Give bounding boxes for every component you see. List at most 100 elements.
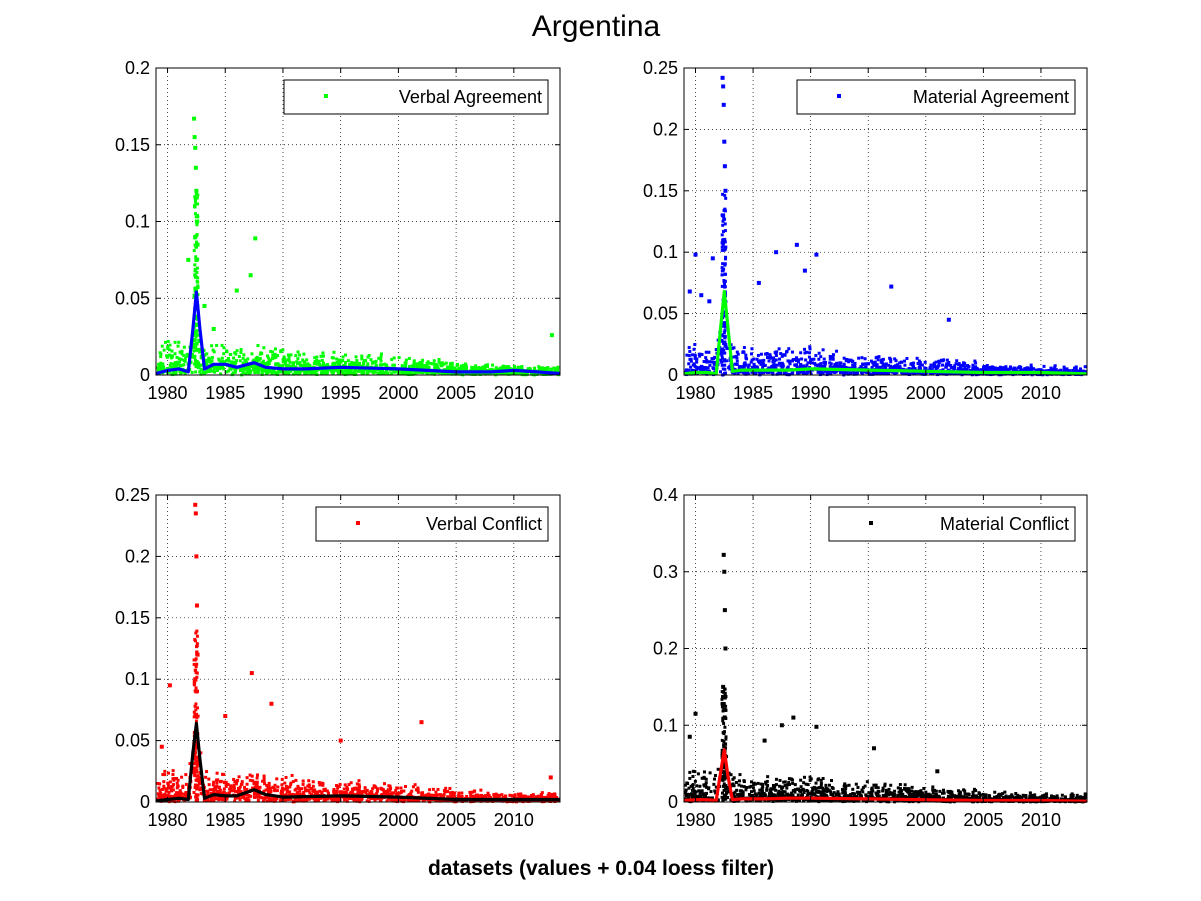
data-point <box>450 790 454 794</box>
data-point <box>386 793 390 797</box>
data-point <box>209 796 213 800</box>
data-point <box>1006 368 1010 372</box>
data-point <box>766 783 770 787</box>
data-point <box>803 775 807 779</box>
data-point <box>867 371 871 375</box>
data-point <box>185 352 189 356</box>
x-tick-label: 1990 <box>791 383 831 403</box>
data-point <box>178 370 182 374</box>
data-point <box>1002 366 1006 370</box>
data-point <box>722 164 727 169</box>
data-point <box>222 360 226 364</box>
data-point <box>324 371 328 375</box>
data-point <box>262 789 266 793</box>
data-point <box>539 793 543 797</box>
data-point <box>724 342 728 346</box>
data-point <box>320 368 324 372</box>
data-point <box>932 365 936 369</box>
data-point <box>186 257 191 262</box>
data-point <box>219 372 223 376</box>
data-point <box>292 361 296 365</box>
data-point <box>432 362 436 366</box>
data-point <box>799 778 803 782</box>
data-point <box>266 795 270 799</box>
data-point <box>247 793 251 797</box>
legend-box <box>796 79 1076 115</box>
data-point <box>381 371 385 375</box>
data-point <box>263 782 267 786</box>
data-point <box>181 786 185 790</box>
data-point <box>200 363 204 367</box>
data-point <box>973 359 977 363</box>
data-point <box>835 349 839 353</box>
data-point <box>204 775 208 779</box>
data-point <box>528 367 532 371</box>
data-point <box>510 371 514 375</box>
data-point <box>338 360 342 364</box>
data-point <box>828 365 832 369</box>
data-point <box>192 135 197 140</box>
data-point <box>721 223 725 227</box>
data-point <box>354 368 358 372</box>
data-point <box>170 355 174 359</box>
data-point <box>196 763 200 767</box>
data-point <box>442 788 446 792</box>
data-point <box>195 270 199 274</box>
data-point <box>388 792 392 796</box>
data-point <box>402 371 406 375</box>
data-point <box>195 634 199 638</box>
data-point <box>693 252 698 257</box>
data-point <box>159 355 163 359</box>
data-point <box>860 372 864 376</box>
data-point <box>162 367 166 371</box>
data-point <box>294 799 298 803</box>
data-point <box>156 366 160 370</box>
data-point <box>294 370 298 374</box>
data-point <box>370 790 374 794</box>
data-point <box>404 358 408 362</box>
data-point <box>391 363 395 367</box>
data-point <box>164 787 168 791</box>
y-tick-label: 0.2 <box>653 119 678 139</box>
data-point <box>755 357 759 361</box>
data-point <box>396 786 400 790</box>
data-point <box>193 362 197 366</box>
data-point <box>449 794 453 798</box>
data-point <box>431 787 435 791</box>
data-point <box>346 370 350 374</box>
data-point <box>883 370 887 374</box>
data-point <box>222 352 226 356</box>
data-point <box>460 366 464 370</box>
data-point <box>315 362 319 366</box>
data-point <box>199 372 203 376</box>
data-point <box>270 356 274 360</box>
data-point <box>255 359 259 363</box>
data-point <box>160 787 164 791</box>
data-point <box>984 793 988 797</box>
data-point <box>723 367 727 371</box>
data-point <box>193 287 197 291</box>
data-point <box>324 798 328 802</box>
data-point <box>172 783 176 787</box>
data-point <box>835 361 839 365</box>
data-point <box>794 357 798 361</box>
data-point <box>721 324 725 328</box>
data-point <box>210 355 214 359</box>
data-point <box>473 789 477 793</box>
data-point <box>302 790 306 794</box>
data-point <box>182 345 186 349</box>
data-point <box>418 364 422 368</box>
data-point <box>1074 367 1078 371</box>
data-point <box>937 361 941 365</box>
data-point <box>1030 366 1034 370</box>
x-tick-label: 1990 <box>263 810 303 830</box>
data-point <box>326 370 330 374</box>
data-point <box>414 799 418 803</box>
data-point <box>1023 367 1027 371</box>
data-point <box>223 796 227 800</box>
data-point <box>239 351 243 355</box>
data-point <box>269 349 273 353</box>
data-point <box>695 784 699 788</box>
data-point <box>281 358 285 362</box>
data-point <box>229 789 233 793</box>
